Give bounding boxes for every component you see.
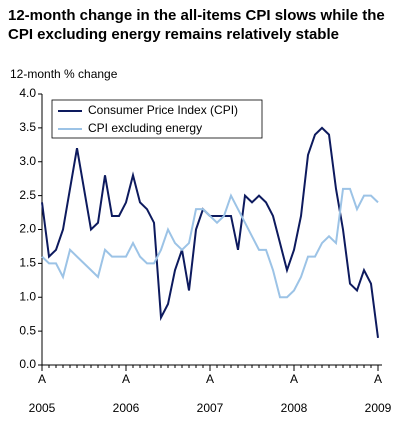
legend-box: [51, 99, 263, 139]
chart-title: 12-month change in the all-items CPI slo…: [8, 7, 385, 43]
x-tick-label: A: [374, 372, 382, 386]
y-tick-label: 0.0: [19, 357, 36, 371]
x-tick-label: A: [38, 372, 46, 386]
y-tick-label: 1.0: [19, 289, 36, 303]
year-label: 2005: [29, 401, 56, 415]
x-tick-label: A: [206, 372, 214, 386]
y-axis-label: 12-month % change: [10, 67, 118, 81]
year-label: 2007: [197, 401, 224, 415]
year-label: 2008: [281, 401, 308, 415]
y-tick-label: 3.5: [19, 120, 36, 134]
y-tick-label: 2.5: [19, 188, 36, 202]
year-label: 2009: [365, 401, 392, 415]
x-tick-label: A: [122, 372, 130, 386]
series-line: [41, 187, 379, 299]
year-label: 2006: [113, 401, 140, 415]
legend-label: CPI excluding energy: [88, 121, 202, 135]
y-tick-label: 0.5: [19, 323, 36, 337]
y-tick-label: 1.5: [19, 256, 36, 270]
y-tick-label: 2.0: [19, 222, 36, 236]
x-tick-label: A: [290, 372, 298, 386]
y-tick-label: 4.0: [19, 86, 36, 100]
legend-label: Consumer Price Index (CPI): [88, 103, 238, 117]
series-line: [41, 126, 379, 339]
y-tick-label: 3.0: [19, 154, 36, 168]
